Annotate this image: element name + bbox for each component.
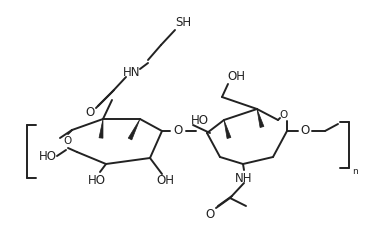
Text: O: O <box>301 124 310 137</box>
Polygon shape <box>99 119 103 138</box>
Text: SH: SH <box>175 15 191 29</box>
Text: NH: NH <box>235 172 253 184</box>
Text: OH: OH <box>156 174 174 188</box>
Polygon shape <box>128 119 140 140</box>
Text: HN: HN <box>123 66 141 78</box>
Text: O: O <box>279 110 287 120</box>
Text: O: O <box>205 207 215 220</box>
Polygon shape <box>224 120 231 138</box>
Text: HO: HO <box>88 174 106 187</box>
Text: OH: OH <box>227 69 245 83</box>
Text: HO: HO <box>191 113 209 127</box>
Text: O: O <box>64 136 72 146</box>
Polygon shape <box>257 109 264 128</box>
Text: n: n <box>352 167 358 176</box>
Text: HO: HO <box>39 150 57 162</box>
Text: O: O <box>174 124 183 137</box>
Text: O: O <box>85 106 94 120</box>
